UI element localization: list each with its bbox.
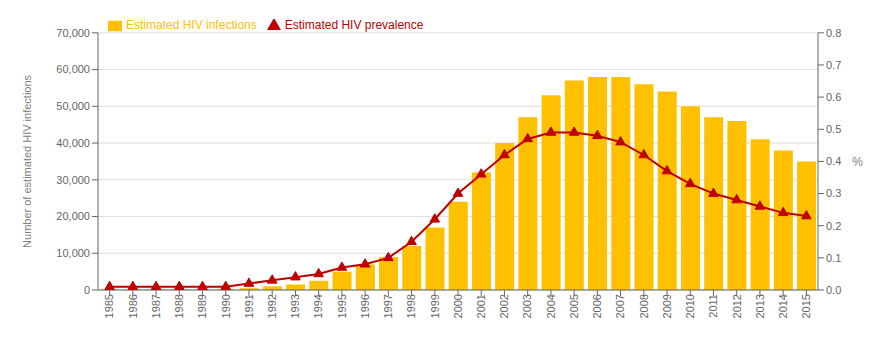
svg-text:0.4: 0.4 bbox=[826, 155, 841, 167]
svg-text:1994: 1994 bbox=[312, 294, 324, 318]
svg-text:1988: 1988 bbox=[173, 294, 185, 318]
svg-text:0.0: 0.0 bbox=[826, 284, 841, 296]
svg-text:0.7: 0.7 bbox=[826, 59, 841, 71]
svg-text:2003: 2003 bbox=[521, 294, 533, 318]
svg-text:2009: 2009 bbox=[661, 294, 673, 318]
svg-text:2000: 2000 bbox=[452, 294, 464, 318]
svg-text:2006: 2006 bbox=[591, 294, 603, 318]
svg-text:1987: 1987 bbox=[150, 294, 162, 318]
svg-text:2015: 2015 bbox=[800, 294, 812, 318]
svg-text:2012: 2012 bbox=[731, 294, 743, 318]
svg-text:1993: 1993 bbox=[289, 294, 301, 318]
svg-text:0.5: 0.5 bbox=[826, 123, 841, 135]
svg-text:1996: 1996 bbox=[359, 294, 371, 318]
svg-text:0.2: 0.2 bbox=[826, 220, 841, 232]
svg-text:Number of estimated HIV infect: Number of estimated HIV infections bbox=[21, 74, 33, 248]
svg-text:1991: 1991 bbox=[243, 294, 255, 318]
html-text:Estimated HIV prevalence: Estimated HIV prevalence bbox=[284, 18, 424, 32]
svg-text:0.8: 0.8 bbox=[826, 27, 841, 39]
svg-text:70,000: 70,000 bbox=[56, 27, 90, 39]
svg-text:2001: 2001 bbox=[475, 294, 487, 318]
svg-text:2007: 2007 bbox=[614, 294, 626, 318]
svg-text:10,000: 10,000 bbox=[56, 247, 90, 259]
svg-text:1986: 1986 bbox=[127, 294, 139, 318]
svg-text:%: % bbox=[852, 155, 863, 169]
svg-text:2002: 2002 bbox=[498, 294, 510, 318]
svg-text:0.1: 0.1 bbox=[826, 252, 841, 264]
svg-text:2014: 2014 bbox=[777, 294, 789, 318]
svg-text:0.6: 0.6 bbox=[826, 91, 841, 103]
svg-text:1998: 1998 bbox=[405, 294, 417, 318]
svg-text:60,000: 60,000 bbox=[56, 63, 90, 75]
svg-text:1995: 1995 bbox=[336, 294, 348, 318]
svg-text:1990: 1990 bbox=[220, 294, 232, 318]
svg-text:1989: 1989 bbox=[196, 294, 208, 318]
svg-text:1999: 1999 bbox=[429, 294, 441, 318]
svg-text:1985: 1985 bbox=[103, 294, 115, 318]
html-text:Estimated HIV infections: Estimated HIV infections bbox=[126, 18, 257, 32]
svg-text:2013: 2013 bbox=[754, 294, 766, 318]
svg-text:2004: 2004 bbox=[545, 294, 557, 318]
svg-text:2008: 2008 bbox=[638, 294, 650, 318]
svg-text:40,000: 40,000 bbox=[56, 137, 90, 149]
svg-text:30,000: 30,000 bbox=[56, 174, 90, 186]
svg-text:1997: 1997 bbox=[382, 294, 394, 318]
svg-text:2005: 2005 bbox=[568, 294, 580, 318]
svg-text:0: 0 bbox=[84, 284, 90, 296]
svg-text:50,000: 50,000 bbox=[56, 100, 90, 112]
svg-text:2010: 2010 bbox=[684, 294, 696, 318]
svg-text:0.3: 0.3 bbox=[826, 187, 841, 199]
svg-text:1992: 1992 bbox=[266, 294, 278, 318]
svg-text:20,000: 20,000 bbox=[56, 210, 90, 222]
svg-text:2011: 2011 bbox=[707, 294, 719, 318]
